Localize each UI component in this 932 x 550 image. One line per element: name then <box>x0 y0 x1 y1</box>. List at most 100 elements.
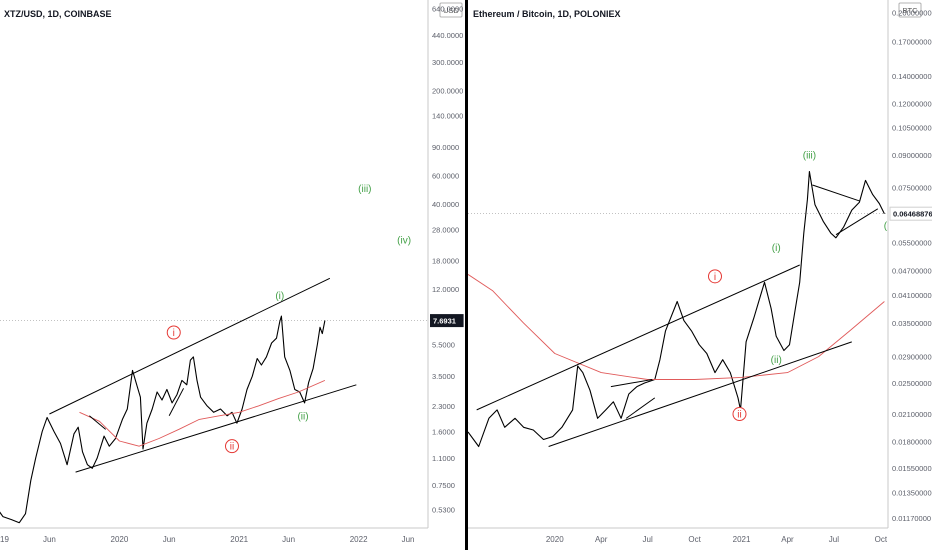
right-y-tick-label: 0.01550000 <box>892 464 932 473</box>
left-x-tick-label: 2022 <box>350 535 368 544</box>
right-x-tick-label: Jul <box>643 535 653 544</box>
left-last-price-box <box>430 314 464 328</box>
right-trendline <box>548 341 852 447</box>
right-wave-label-circle <box>707 269 722 284</box>
right-y-tick-label: 0.01170000 <box>892 514 931 523</box>
right-currency-box[interactable] <box>898 2 922 18</box>
right-y-tick-label: 0.20000000 <box>892 9 932 18</box>
right-x-tick-label: 2020 <box>546 535 564 544</box>
right-y-tick-label: 0.01800000 <box>892 438 932 447</box>
right-y-tick-label: 0.12000000 <box>892 100 932 109</box>
right-y-tick-label: 0.09000000 <box>892 151 932 160</box>
right-x-tick-label: Jul <box>829 535 839 544</box>
right-x-tick-label: Apr <box>781 535 794 544</box>
left-y-tick-label: 200.0000 <box>432 86 463 95</box>
chart-left: i (i) ii (ii) (iii) (iv) XTZ/USD, 1D, COINBAS… <box>0 0 464 544</box>
left-y-tick-label: 1.1000 <box>432 454 455 463</box>
right-y-tick-label: 0.01350000 <box>892 489 932 498</box>
left-trendline <box>89 415 107 430</box>
left-currency-label: USD <box>443 6 459 15</box>
left-y-tick-label: 440.0000 <box>432 31 463 40</box>
left-x-tick-label: 2021 <box>230 535 248 544</box>
left-currency-box[interactable] <box>439 2 463 18</box>
left-y-tick-label: 40.0000 <box>432 200 459 209</box>
right-y-tick-label: 0.05500000 <box>892 239 932 248</box>
left-x-tick-label: 2019 <box>0 535 9 544</box>
right-y-tick-label: 0.03500000 <box>892 319 932 328</box>
right-moving-average-series <box>468 274 885 380</box>
left-moving-average-series <box>79 379 326 447</box>
left-y-tick-label: 12.0000 <box>432 285 459 294</box>
right-y-tick-label: 0.04100000 <box>892 291 932 300</box>
right-wave-label: i <box>714 272 716 283</box>
right-trendline <box>835 208 879 236</box>
left-wave-label: (iii) <box>358 184 371 195</box>
right-y-tick-label: 0.14000000 <box>892 72 932 81</box>
right-last-price-box <box>889 206 932 221</box>
right-chart-title: Ethereum / Bitcoin, 1D, POLONIEX <box>473 9 621 19</box>
right-y-tick-label: 0.04700000 <box>892 267 932 276</box>
left-trendline <box>168 388 185 416</box>
right-plot-group: i (i) (iii) ii (ii) (i <box>468 150 890 448</box>
right-x-tick-label: Apr <box>595 535 608 544</box>
right-wave-label: (i) <box>772 243 781 254</box>
right-wave-label: (iii) <box>803 150 816 161</box>
left-y-tick-label: 18.0000 <box>432 257 459 266</box>
left-y-tick-label: 1.6000 <box>432 428 455 437</box>
left-x-tick-label: Jun <box>163 535 176 544</box>
right-price-series <box>468 170 885 448</box>
right-wave-label-circle <box>732 407 747 422</box>
chart-right: i (i) (iii) ii (ii) (i Ethereum / Bitcoin, 1D… <box>468 0 932 544</box>
left-wave-label-circle <box>166 325 181 340</box>
left-y-tick-label: 28.0000 <box>432 225 459 234</box>
left-y-tick-label: 0.7500 <box>432 481 455 490</box>
left-y-tick-label: 300.0000 <box>432 58 463 67</box>
right-last-price-label: 0.06468876 <box>893 210 932 219</box>
left-y-tick-label: 640.0000 <box>432 4 463 13</box>
left-y-tick-label: 3.5000 <box>432 372 455 381</box>
left-y-tick-label: 2.3000 <box>432 402 455 411</box>
right-currency-label: BTC <box>903 6 919 15</box>
right-y-tick-label: 0.07500000 <box>892 183 932 192</box>
right-y-tick-label: 0.02500000 <box>892 379 932 388</box>
left-wave-label-circle <box>224 439 239 454</box>
left-trendline <box>49 277 331 415</box>
left-y-tick-label: 0.5300 <box>432 506 455 515</box>
left-trendline <box>75 384 357 473</box>
left-wave-label: ii <box>230 442 234 453</box>
right-x-tick-label: Oct <box>688 535 701 544</box>
right-trendline <box>625 397 656 419</box>
right-trendline <box>812 184 860 202</box>
left-y-tick-label: 90.0000 <box>432 143 459 152</box>
left-chart-title: XTZ/USD, 1D, COINBASE <box>4 9 112 19</box>
left-y-tick-label: 5.5000 <box>432 340 455 349</box>
right-wave-label: ii <box>737 410 741 421</box>
right-trendline <box>610 378 653 388</box>
right-x-tick-label: 2021 <box>733 535 751 544</box>
left-x-tick-label: Jun <box>43 535 56 544</box>
right-y-tick-label: 0.10500000 <box>892 123 932 132</box>
right-plot-area: i (i) (iii) ii (ii) (i <box>468 150 890 448</box>
left-x-tick-label: Jun <box>402 535 415 544</box>
left-x-tick-label: 2020 <box>111 535 129 544</box>
pane-divider[interactable] <box>465 0 468 550</box>
right-y-tick-label: 0.17000000 <box>892 38 932 47</box>
left-wave-label: (iv) <box>397 236 411 247</box>
left-plot-area: i (i) ii (ii) (iii) (iv) <box>0 184 428 524</box>
left-wave-label: i <box>173 328 175 339</box>
right-trendline <box>476 264 800 411</box>
right-y-tick-label: 0.02100000 <box>892 410 932 419</box>
left-plot-group: i (i) ii (ii) (iii) (iv) <box>0 184 428 524</box>
right-x-tick-label: Oct <box>875 535 888 544</box>
right-y-tick-label: 0.02900000 <box>892 353 932 362</box>
left-wave-label: (i) <box>275 291 284 302</box>
left-price-series <box>0 315 326 524</box>
left-last-price-label: 7.6931 <box>433 317 456 326</box>
left-y-tick-label: 140.0000 <box>432 112 463 121</box>
right-wave-label: (ii) <box>771 355 782 366</box>
right-wave-label: (i <box>884 221 890 232</box>
left-y-tick-label: 60.0000 <box>432 171 459 180</box>
left-x-tick-label: Jun <box>282 535 295 544</box>
left-wave-label: (ii) <box>297 411 308 422</box>
